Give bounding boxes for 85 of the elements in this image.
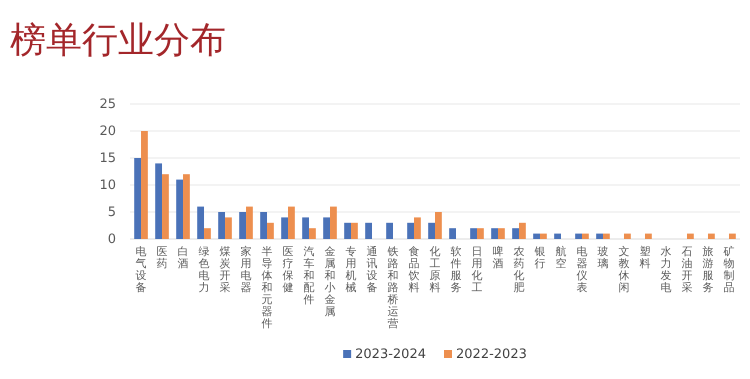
x-tick-label: 银行 xyxy=(533,245,546,270)
bar xyxy=(435,212,442,239)
bar xyxy=(624,234,631,239)
bar xyxy=(728,234,736,239)
bar xyxy=(246,206,253,239)
bar xyxy=(323,217,330,239)
x-tick-label: 绿色电力 xyxy=(198,245,210,294)
x-tick-label: 白酒 xyxy=(178,245,189,270)
x-tick-label: 煤炭开采 xyxy=(220,245,231,294)
y-tick-label: 15 xyxy=(99,151,116,166)
x-tick-label: 通讯设备 xyxy=(366,245,378,294)
x-tick-label: 水力发电 xyxy=(660,245,672,294)
x-tick-label: 电气设备 xyxy=(136,245,147,294)
bar xyxy=(176,180,184,239)
bar xyxy=(470,228,477,239)
x-tick-label: 汽车和配件 xyxy=(304,245,315,306)
bar xyxy=(344,222,352,239)
y-tick-label: 5 xyxy=(108,205,116,220)
x-tick-label: 玻璃 xyxy=(597,245,608,270)
bar xyxy=(498,228,505,239)
bar xyxy=(512,228,519,239)
x-tick-label: 食品饮料 xyxy=(408,245,420,294)
x-tick-label: 石油开采 xyxy=(681,245,692,294)
x-tick-label: 农药化肥 xyxy=(513,245,524,294)
bar xyxy=(491,228,498,239)
bar xyxy=(281,217,288,239)
bar xyxy=(407,222,414,239)
x-tick-label: 半导体和元器件 xyxy=(262,245,273,330)
bar xyxy=(225,217,232,239)
bar xyxy=(260,212,268,239)
x-tick-label: 医疗保健 xyxy=(282,245,294,294)
bar xyxy=(582,234,589,239)
legend-label: 2023-2024 xyxy=(355,347,426,362)
x-tick-label: 电器仪表 xyxy=(576,245,588,294)
bar xyxy=(288,206,295,239)
bar xyxy=(162,174,169,239)
bar xyxy=(686,234,694,239)
bar xyxy=(540,234,547,239)
x-tick-label: 旅游服务 xyxy=(702,245,714,294)
bar xyxy=(197,206,204,239)
bar xyxy=(309,228,316,239)
x-tick-label: 塑料 xyxy=(639,245,650,270)
x-tick-label: 日用化工 xyxy=(471,245,482,294)
bar xyxy=(365,222,372,239)
bar xyxy=(183,174,190,239)
x-tick-label: 化工原料 xyxy=(430,245,440,294)
bar xyxy=(708,234,715,239)
x-tick-label: 矿物制品 xyxy=(722,245,734,294)
y-tick-label: 0 xyxy=(108,232,116,248)
bar xyxy=(602,234,610,239)
x-tick-label: 软件服务 xyxy=(450,245,462,294)
bar xyxy=(302,217,310,239)
bar xyxy=(330,206,337,239)
x-tick-label: 啤酒 xyxy=(492,245,504,270)
bar xyxy=(414,217,421,239)
bar xyxy=(239,212,246,239)
bar xyxy=(386,222,394,239)
x-tick-label: 金属和小金属 xyxy=(324,245,336,318)
bar xyxy=(644,234,652,239)
bar xyxy=(141,131,148,239)
y-tick-label: 25 xyxy=(99,97,116,112)
bar xyxy=(575,234,582,239)
legend-label: 2022-2023 xyxy=(456,347,527,362)
bar xyxy=(428,222,435,239)
x-tick-label: 铁路和路桥运营 xyxy=(386,245,399,330)
x-tick-label: 医药 xyxy=(156,245,168,270)
chart-title: 榜单行业分布 xyxy=(10,20,226,61)
bar xyxy=(267,222,274,239)
bar xyxy=(351,222,358,239)
x-tick-label: 家用电器 xyxy=(240,245,252,294)
bar xyxy=(596,234,603,239)
bar xyxy=(155,163,162,239)
bar xyxy=(554,234,561,239)
y-tick-label: 20 xyxy=(99,124,116,140)
x-tick-label: 专用机械 xyxy=(346,245,357,294)
bar xyxy=(518,222,526,239)
bar xyxy=(476,228,484,239)
bar xyxy=(204,228,211,239)
bar xyxy=(134,158,142,239)
y-tick-label: 10 xyxy=(99,178,116,194)
x-tick-label: 文教休闲 xyxy=(618,245,630,294)
x-tick-label: 航空 xyxy=(555,245,566,270)
bar xyxy=(533,234,540,239)
bar xyxy=(449,228,456,239)
bar xyxy=(218,212,226,239)
